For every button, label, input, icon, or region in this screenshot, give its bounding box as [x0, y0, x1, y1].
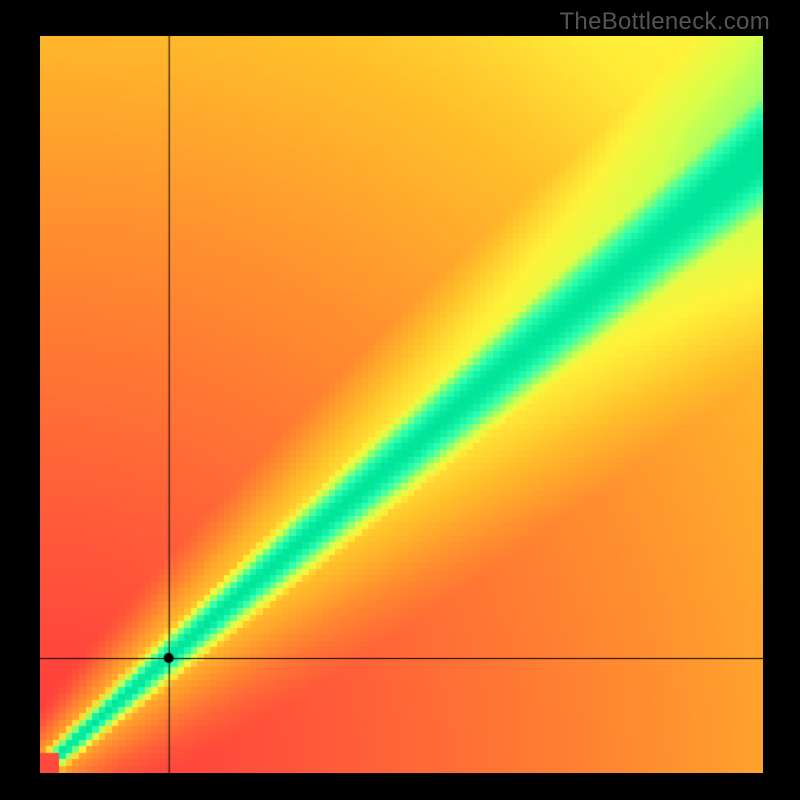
watermark-text: TheBottleneck.com — [559, 8, 770, 36]
heatmap-chart — [40, 36, 763, 773]
